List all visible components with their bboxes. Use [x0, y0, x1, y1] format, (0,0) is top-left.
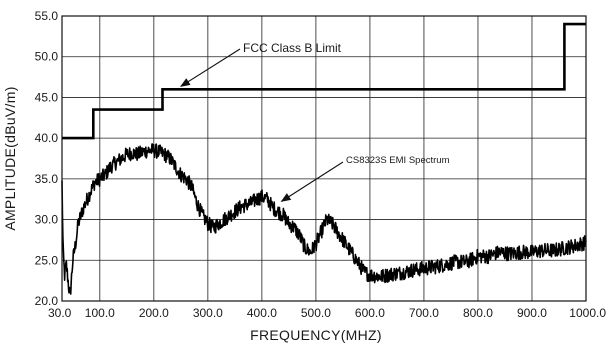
series-limit-line [62, 22, 586, 140]
y-tick-label: 50.0 [35, 50, 59, 64]
annotation-spectrum-label: CS8323S EMI Spectrum [346, 155, 450, 166]
x-tick-label: 100.0 [85, 306, 115, 320]
grid [62, 15, 586, 302]
x-tick-label: 800.0 [463, 306, 493, 320]
plot-frame [61, 15, 587, 302]
x-tick-label: 900.0 [517, 306, 547, 320]
x-axis-title: FREQUENCY(MHZ) [250, 327, 382, 343]
x-tick-label: 400.0 [247, 306, 277, 320]
x-tick-label: 300.0 [193, 306, 223, 320]
series-layer [61, 22, 587, 295]
annotation-limit-label: FCC Class B Limit [243, 41, 342, 55]
annotation-spectrum-arrow [280, 161, 344, 202]
y-tick-label: 30.0 [35, 213, 59, 227]
x-tick-label: 700.0 [409, 306, 439, 320]
y-tick-label: 20.0 [35, 294, 59, 308]
x-tick-label: 500.0 [301, 306, 331, 320]
y-tick-label: 45.0 [35, 90, 59, 104]
y-axis-ticks: 20.0 25.0 30.0 35.0 40.0 45.0 50.0 55.0 [35, 9, 59, 308]
series-spectrum-line [61, 143, 587, 295]
y-tick-label: 55.0 [35, 9, 59, 23]
x-tick-label: 200.0 [139, 306, 169, 320]
y-tick-label: 40.0 [35, 131, 59, 145]
y-axis-title: AMPLITUDE(dBuV/m) [2, 86, 18, 230]
x-tick-label: 600.0 [355, 306, 385, 320]
annotation-limit-arrow [179, 48, 241, 87]
y-tick-label: 35.0 [35, 172, 59, 186]
annotations: FCC Class B Limit CS8323S EMI Spectrum [179, 41, 450, 202]
y-tick-label: 25.0 [35, 253, 59, 267]
x-tick-label: 1000.0 [569, 306, 606, 320]
x-axis-ticks: 30.0 100.0 200.0 300.0 400.0 500.0 600.0 700.0 8… [48, 306, 606, 320]
x-tick-label: 30.0 [48, 306, 72, 320]
